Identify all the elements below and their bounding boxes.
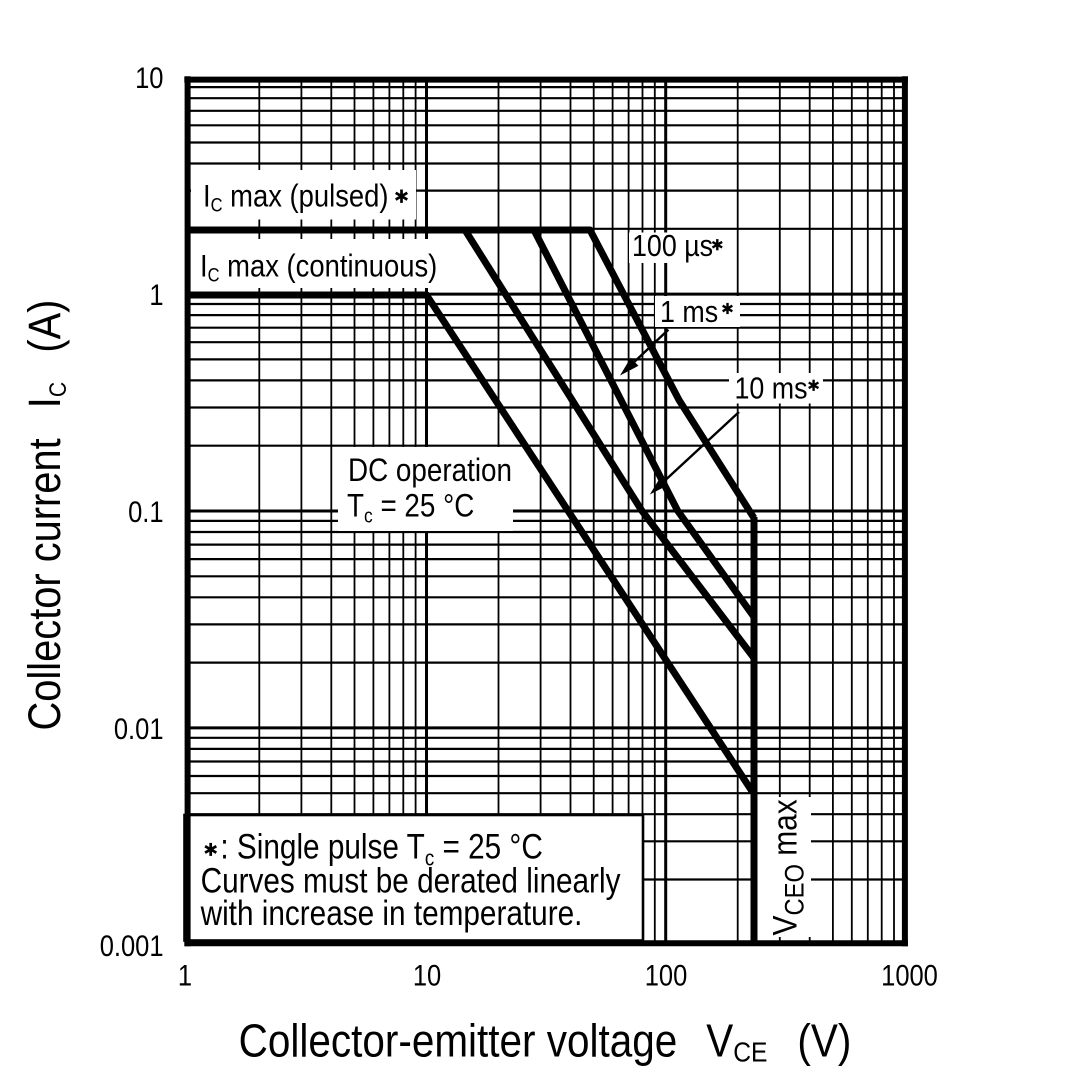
svg-text:with increase in temperature.: with increase in temperature. (200, 894, 583, 933)
svg-text:100: 100 (645, 959, 688, 992)
svg-text:: Single pulse Tc = 25 °C: : Single pulse Tc = 25 °C (220, 827, 542, 871)
svg-text:IC max (continuous): IC max (continuous) (200, 249, 437, 286)
svg-text:1: 1 (149, 278, 163, 311)
svg-text:10: 10 (413, 959, 441, 992)
svg-text:1: 1 (178, 959, 192, 992)
svg-text:0.1: 0.1 (128, 495, 163, 528)
svg-text:0.01: 0.01 (114, 712, 164, 745)
svg-text:Curves must be derated linearl: Curves must be derated linearly (201, 861, 622, 900)
svg-text:1000: 1000 (881, 959, 938, 992)
svg-text:10: 10 (135, 61, 163, 94)
svg-text:0.001: 0.001 (100, 929, 164, 962)
svg-text:1 ms: 1 ms (660, 295, 718, 329)
svg-text:10 ms: 10 ms (735, 372, 808, 406)
svg-text:100 µs: 100 µs (632, 229, 713, 263)
svg-text:IC max (pulsed): IC max (pulsed) (203, 179, 389, 216)
svg-text:DC operation: DC operation (348, 453, 512, 488)
